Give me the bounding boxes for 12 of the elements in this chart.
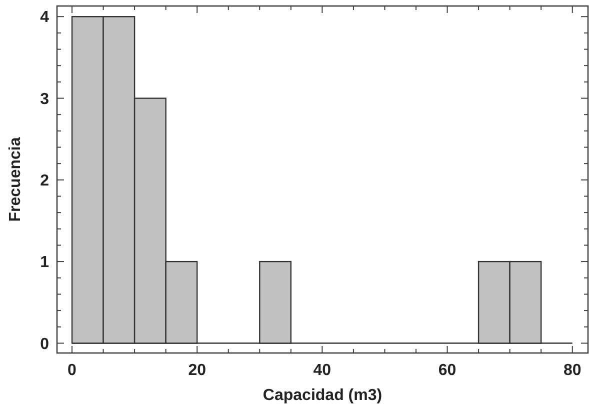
x-tick-label: 0	[68, 362, 77, 379]
x-tick-label: 80	[563, 362, 582, 379]
y-tick-label: 0	[40, 336, 50, 353]
y-axis-title: Frecuencia	[7, 137, 24, 222]
y-tick-label: 2	[40, 172, 50, 190]
x-tick-label: 60	[438, 362, 456, 379]
x-tick-label: 20	[188, 362, 206, 379]
x-axis-title: Capacidad (m3)	[262, 387, 382, 404]
y-tick-label: 3	[40, 90, 50, 108]
y-tick-label: 1	[40, 254, 50, 272]
x-tick-label: 40	[313, 362, 332, 379]
y-tick-label: 4	[40, 9, 50, 26]
